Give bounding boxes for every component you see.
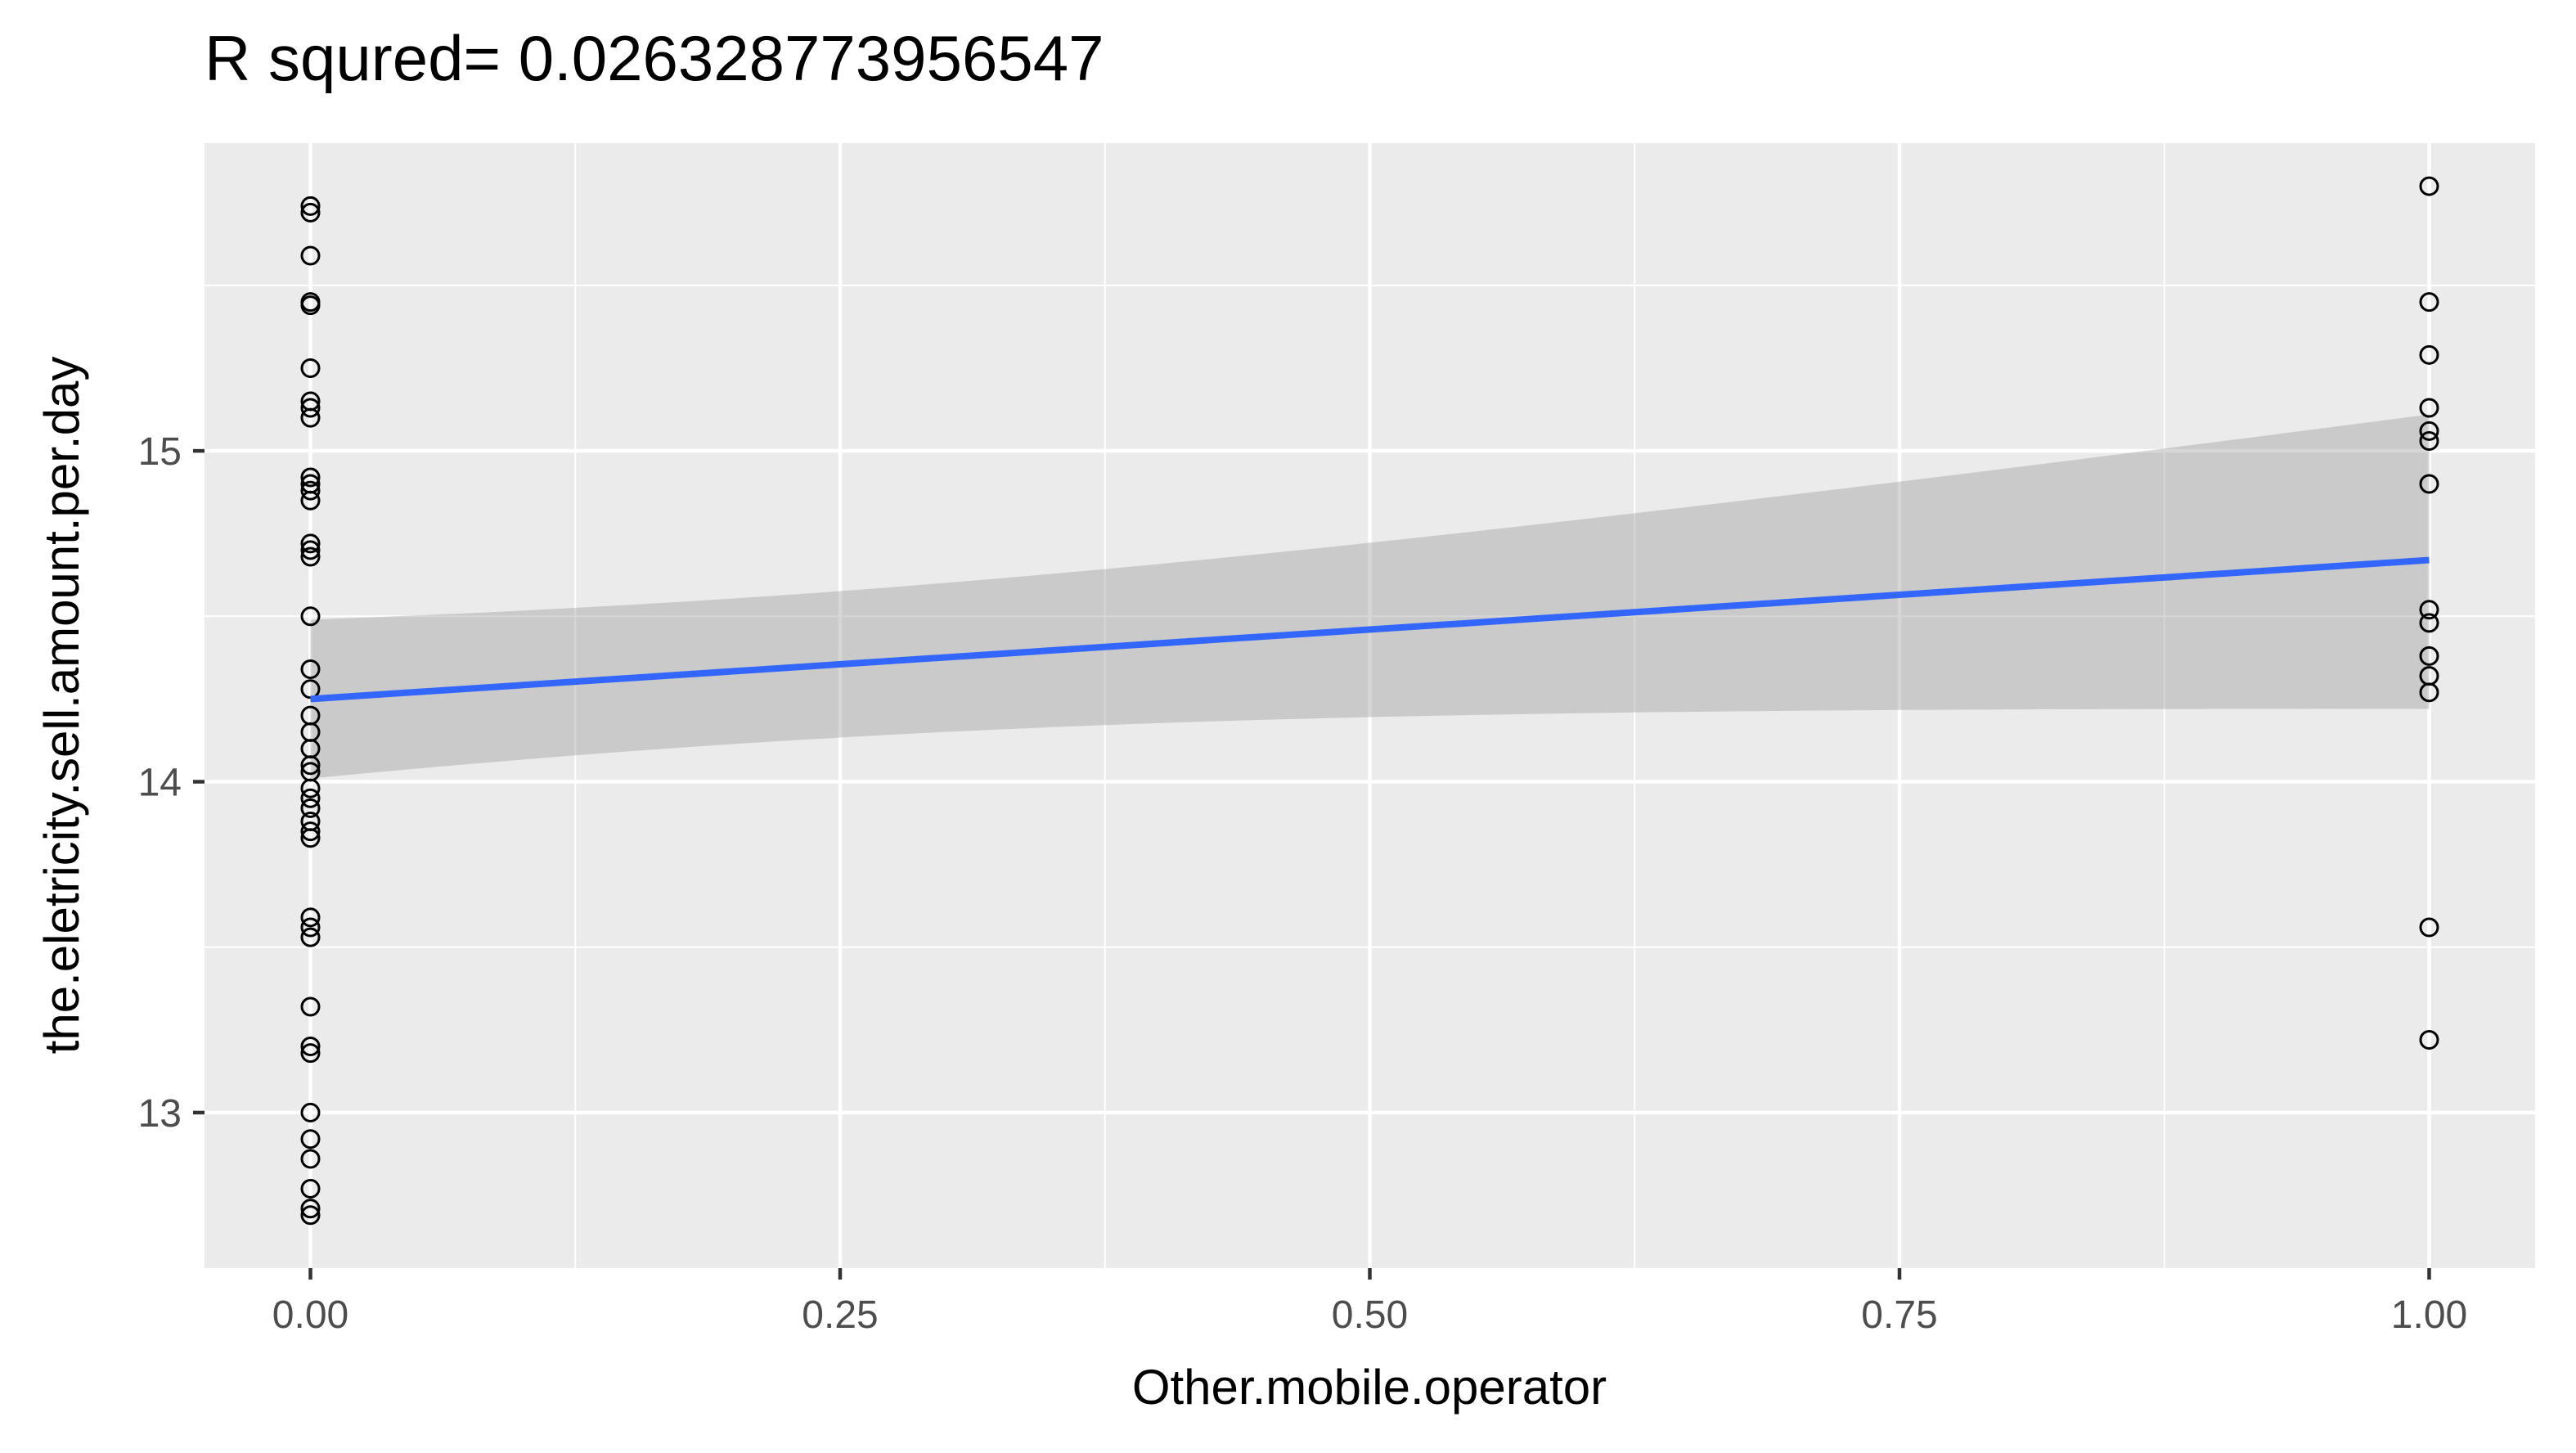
data-point [300, 996, 321, 1017]
data-point [2419, 600, 2439, 620]
data-point [300, 547, 321, 567]
confidence-band-layer [310, 414, 2430, 779]
data-point [300, 358, 321, 378]
data-point [2419, 292, 2439, 313]
data-point [300, 788, 321, 808]
data-point [2419, 613, 2439, 633]
confidence-band [310, 414, 2430, 779]
data-point [300, 480, 321, 501]
data-point [300, 1102, 321, 1122]
data-point [2419, 430, 2439, 451]
data-point [2419, 344, 2439, 365]
data-point [300, 407, 321, 428]
data-point [300, 1199, 321, 1219]
data-point [300, 398, 321, 418]
x-tick-label: 0.25 [802, 1293, 878, 1337]
grid-lines [205, 143, 2535, 1268]
chart-title: R squred= 0.026328773956547 [205, 22, 1104, 94]
y-tick-label: 13 [138, 1092, 182, 1136]
data-point [300, 540, 321, 560]
y-tick-label: 15 [138, 430, 182, 474]
data-point [300, 798, 321, 818]
data-point [300, 1037, 321, 1057]
data-point [300, 927, 321, 947]
data-point [300, 196, 321, 216]
x-tick-label: 0.75 [1861, 1293, 1937, 1337]
data-points [300, 176, 2439, 1226]
axes: 0.00 0.25 0.50 0.75 1.00 13 14 15 [138, 430, 2468, 1337]
data-point [300, 467, 321, 488]
data-point [2419, 646, 2439, 666]
data-point [300, 606, 321, 627]
y-axis-label: the.eletricity.sell.amount.per.day [34, 357, 89, 1055]
regression-line-layer [310, 556, 2430, 703]
data-point [300, 907, 321, 928]
data-point [300, 245, 321, 266]
data-point [300, 490, 321, 511]
data-point [300, 1178, 321, 1199]
data-point [300, 755, 321, 776]
data-point [300, 659, 321, 680]
data-point [2419, 176, 2439, 196]
data-point [2419, 421, 2439, 441]
data-point [2419, 398, 2439, 418]
data-point [2419, 474, 2439, 494]
x-tick-label: 0.50 [1332, 1293, 1408, 1337]
data-point [300, 1205, 321, 1226]
x-tick-label: 0.00 [272, 1293, 348, 1337]
data-point [300, 533, 321, 554]
data-point [300, 1129, 321, 1149]
y-tick-label: 14 [138, 762, 182, 805]
data-point [300, 917, 321, 938]
x-axis-label: Other.mobile.operator [1132, 1360, 1607, 1415]
data-point [2419, 1029, 2439, 1050]
x-tick-label: 1.00 [2391, 1293, 2467, 1337]
data-point [300, 828, 321, 848]
data-point [2419, 682, 2439, 703]
data-point [300, 1043, 321, 1064]
data-point [300, 202, 321, 223]
data-point [300, 295, 321, 316]
regression-line [310, 556, 2430, 703]
data-point [300, 821, 321, 842]
data-point [300, 778, 321, 798]
data-point [2419, 917, 2439, 938]
data-point [300, 1149, 321, 1169]
